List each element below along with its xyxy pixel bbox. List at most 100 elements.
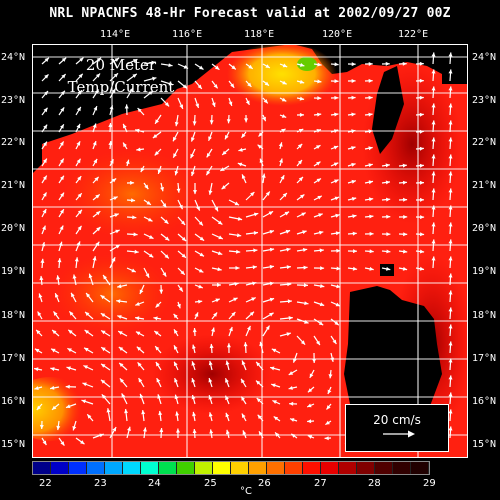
current-vector-head (176, 188, 181, 193)
current-vector-head (173, 153, 177, 158)
current-vector-head (52, 330, 57, 335)
current-vector-head (119, 362, 124, 367)
current-vector-head (247, 325, 251, 331)
colorbar-swatch (141, 462, 159, 474)
colorbar-tick-label: 29 (423, 478, 436, 489)
current-vector-head (237, 216, 243, 221)
current-vector-head (317, 79, 322, 84)
current-vector-head (253, 231, 258, 235)
current-vector-head (125, 159, 130, 165)
current-vector-head (448, 358, 453, 363)
current-vector-head (206, 170, 211, 176)
current-vector-head (208, 378, 213, 383)
current-vector-head (231, 312, 236, 317)
current-vector-head (316, 340, 320, 346)
current-vector-head (419, 146, 424, 151)
current-vector-head (369, 266, 374, 271)
current-vector-head (111, 88, 116, 93)
current-vector-head (173, 136, 177, 142)
current-vector-head (113, 73, 118, 78)
current-vector-head (131, 268, 136, 273)
lat-label-left: 15°N (1, 439, 26, 450)
current-vector-head (326, 405, 331, 410)
current-vector-head (236, 249, 241, 254)
current-vector-head (61, 74, 66, 79)
current-vector-head (287, 299, 292, 304)
current-vector-head (132, 215, 137, 220)
lat-label-right: 19°N (472, 266, 497, 277)
current-vector-head (129, 87, 134, 93)
current-vector-head (316, 129, 321, 133)
current-vector-head (60, 90, 65, 95)
current-vector-head (369, 214, 374, 219)
current-vector-head (369, 231, 374, 236)
colorbar-unit: °C (240, 486, 252, 497)
current-vector-head (319, 302, 325, 307)
current-vector-head (77, 90, 82, 95)
current-vector-head (217, 251, 223, 255)
current-vector-head (281, 128, 286, 133)
current-vector-head (225, 412, 230, 418)
current-vector-head (59, 158, 64, 164)
current-vector-head (448, 188, 453, 193)
current-vector-head (386, 232, 391, 237)
current-vector-head (209, 343, 214, 349)
current-vector-head (141, 410, 146, 415)
current-vector-head (290, 418, 295, 422)
current-vector-head (66, 404, 71, 409)
current-vector-head (431, 103, 436, 108)
current-vector-head (317, 62, 322, 67)
current-vector-head (448, 409, 453, 414)
current-vector-head (39, 275, 44, 281)
current-vector-head (213, 312, 218, 317)
current-vector-head (269, 297, 275, 302)
current-vector-head (298, 176, 303, 182)
current-vector-head (334, 79, 339, 84)
current-vector-head (327, 389, 332, 394)
current-vector-head (431, 120, 436, 125)
lon-label: 118°E (244, 29, 275, 40)
current-vector-head (76, 123, 81, 129)
current-vector-head (431, 86, 436, 91)
current-vector-head (199, 65, 204, 70)
current-vector-head (368, 146, 373, 151)
current-vector-head (222, 150, 227, 155)
current-vector-head (164, 254, 169, 259)
current-vector-head (300, 63, 305, 67)
current-scale-legend: 20 cm/s (345, 404, 449, 452)
current-vector-head (114, 58, 120, 62)
current-vector-head (351, 79, 356, 83)
current-vector-head (386, 197, 391, 202)
colorbar-tick-label: 24 (148, 478, 161, 489)
current-vector-head (199, 252, 204, 257)
current-vector-head (116, 299, 121, 304)
current-vector-head (286, 332, 291, 337)
current-vector-head (334, 179, 339, 184)
colorbar-swatch (87, 462, 105, 474)
current-vector-head (279, 158, 283, 163)
current-vector-head (192, 429, 197, 434)
current-vector-head (225, 429, 230, 435)
current-vector-head (118, 347, 124, 351)
current-vector-head (86, 293, 91, 298)
current-vector-head (85, 311, 90, 317)
current-vector-head (286, 247, 291, 252)
current-vector-head (261, 173, 266, 178)
current-vector-head (237, 162, 243, 167)
current-vector-head (51, 348, 56, 353)
current-vector-head (155, 346, 160, 351)
current-vector-head (123, 123, 127, 129)
current-vector-head (42, 440, 47, 445)
current-vector-head (68, 329, 73, 334)
current-vector-head (309, 373, 314, 378)
current-vector-head (195, 103, 199, 108)
current-vector-head (173, 313, 178, 319)
current-vector-head (174, 394, 179, 400)
current-vector-head (317, 96, 322, 101)
current-vector-head (145, 273, 150, 278)
current-vector-head (57, 258, 62, 263)
current-vector-head (208, 136, 212, 141)
colorbar-swatch (339, 462, 357, 474)
current-vector-head (271, 383, 276, 388)
current-vector-head (256, 380, 261, 385)
